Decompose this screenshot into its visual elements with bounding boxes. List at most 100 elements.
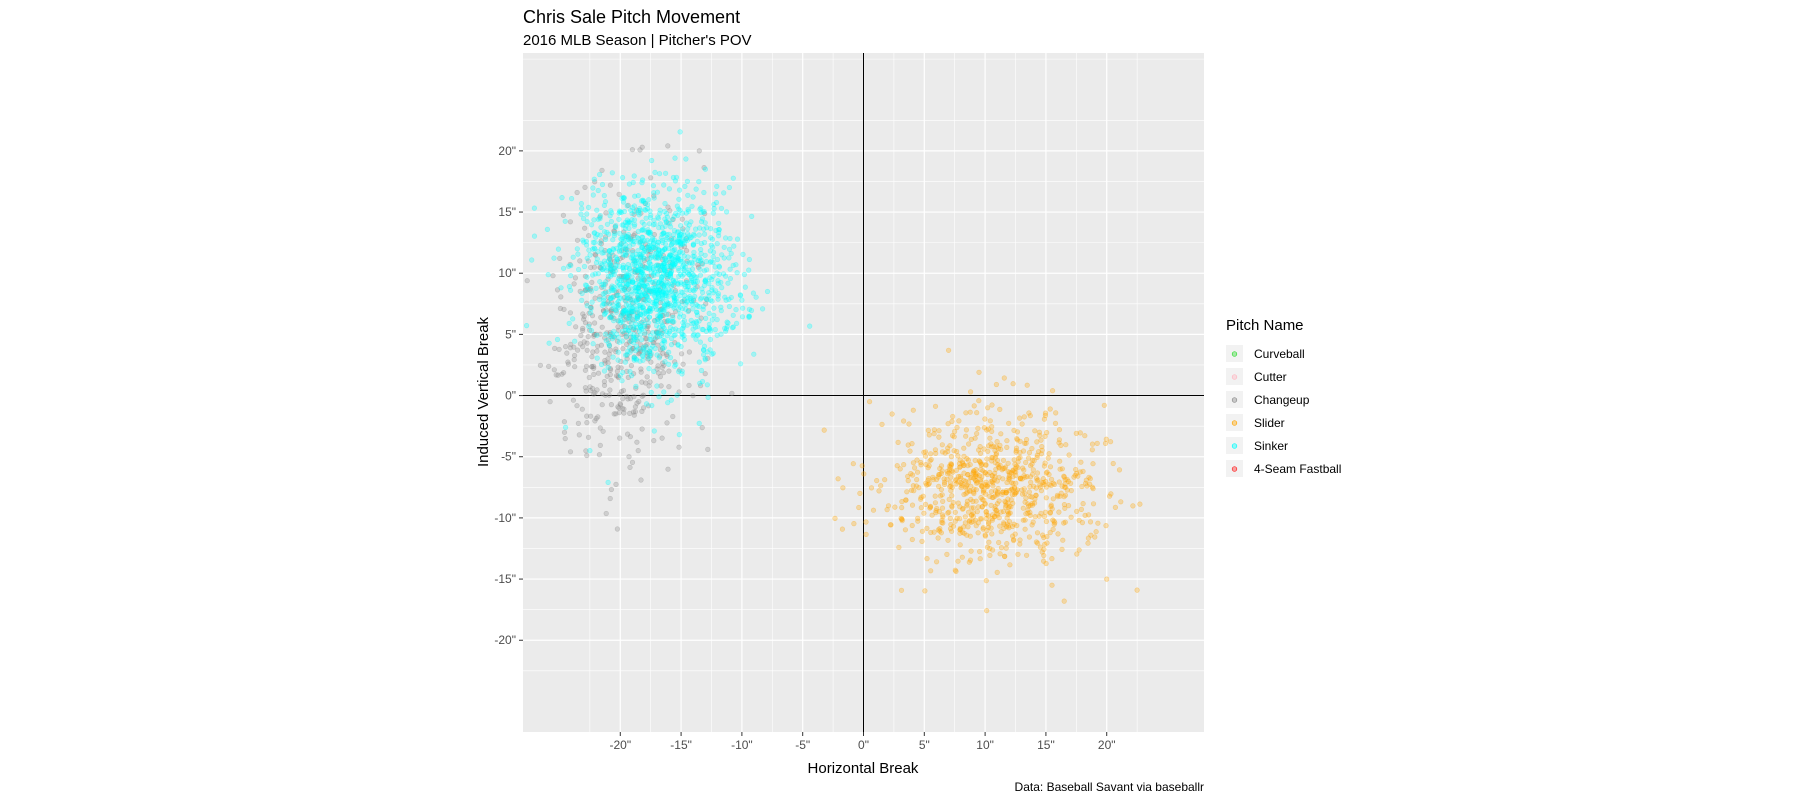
point-sinker (646, 286, 653, 293)
point-sinker (739, 314, 746, 320)
point-slider (957, 542, 963, 548)
point-sinker (644, 265, 650, 271)
point-sinker (657, 207, 663, 213)
point-slider (936, 428, 942, 434)
point-sinker (601, 258, 608, 264)
point-slider (969, 511, 975, 518)
point-sinker (624, 281, 630, 287)
point-slider (1076, 547, 1082, 553)
point-slider (1005, 500, 1011, 506)
point-sinker (677, 231, 683, 237)
point-sinker (673, 296, 679, 302)
point-sinker (631, 203, 638, 209)
point-sinker (640, 352, 646, 359)
point-sinker (665, 293, 672, 300)
point-slider (1130, 503, 1136, 509)
point-sinker (608, 218, 615, 225)
point-slider (946, 496, 952, 503)
point-sinker (623, 289, 630, 296)
point-sinker (640, 357, 646, 363)
point-slider (976, 458, 982, 464)
point-sinker (587, 252, 593, 258)
point-slider (840, 485, 846, 491)
point-sinker (712, 327, 718, 333)
point-slider (1058, 442, 1064, 449)
point-sinker (669, 318, 676, 324)
point-sinker (668, 335, 675, 342)
point-sinker (663, 258, 669, 264)
point-changeup (571, 281, 577, 287)
point-slider (947, 464, 954, 470)
point-sinker (666, 361, 672, 367)
point-sinker (693, 302, 699, 308)
point-sinker (688, 279, 694, 286)
point-slider (1004, 438, 1010, 444)
point-changeup (651, 232, 658, 238)
point-slider (1034, 439, 1040, 445)
point-slider (948, 461, 954, 467)
point-slider (988, 502, 994, 509)
point-changeup (598, 241, 605, 247)
point-sinker (608, 263, 614, 269)
point-slider (1042, 509, 1049, 515)
point-sinker (661, 230, 667, 236)
point-sinker (601, 311, 608, 318)
point-sinker (704, 225, 710, 231)
point-sinker (650, 265, 656, 271)
point-changeup (638, 254, 644, 260)
point-sinker (715, 291, 722, 297)
point-sinker (646, 221, 653, 227)
point-sinker (665, 400, 671, 406)
point-sinker (586, 247, 592, 253)
point-slider (989, 455, 996, 461)
point-sinker (629, 300, 636, 306)
point-slider (986, 519, 992, 525)
point-sinker (739, 297, 745, 303)
point-slider (876, 488, 882, 494)
point-sinker (618, 209, 625, 215)
point-slider (1074, 508, 1080, 515)
point-slider (1104, 576, 1110, 582)
point-slider (866, 399, 873, 405)
point-changeup (639, 379, 645, 385)
point-sinker (655, 246, 662, 253)
point-changeup (698, 315, 704, 321)
point-sinker (685, 192, 691, 198)
point-sinker (624, 307, 630, 313)
point-sinker (616, 339, 623, 345)
point-sinker (629, 205, 636, 211)
point-sinker (716, 263, 722, 269)
point-sinker (746, 314, 752, 321)
point-sinker (607, 333, 613, 339)
point-slider (989, 455, 995, 461)
point-slider (1039, 444, 1045, 450)
point-sinker (682, 306, 689, 312)
point-changeup (562, 436, 568, 442)
point-sinker (695, 332, 701, 338)
point-sinker (649, 285, 655, 292)
point-sinker (689, 301, 695, 307)
point-slider (1012, 490, 1019, 496)
point-slider (984, 456, 990, 462)
point-slider (994, 489, 1001, 495)
point-slider (894, 463, 900, 469)
point-slider (1017, 476, 1024, 482)
point-changeup (567, 261, 573, 268)
point-slider (1062, 484, 1069, 490)
point-slider (977, 444, 983, 450)
point-sinker (619, 234, 625, 240)
point-slider (1029, 457, 1036, 463)
point-sinker (615, 292, 621, 298)
point-slider (1037, 482, 1043, 488)
point-sinker (653, 323, 660, 329)
point-sinker (704, 267, 710, 273)
point-sinker (716, 264, 723, 270)
point-changeup (613, 411, 619, 417)
point-changeup (641, 331, 648, 337)
point-changeup (602, 349, 608, 355)
point-changeup (676, 444, 682, 450)
point-sinker (615, 357, 621, 363)
point-sinker (699, 261, 706, 267)
point-sinker (639, 267, 646, 273)
point-changeup (592, 390, 598, 396)
